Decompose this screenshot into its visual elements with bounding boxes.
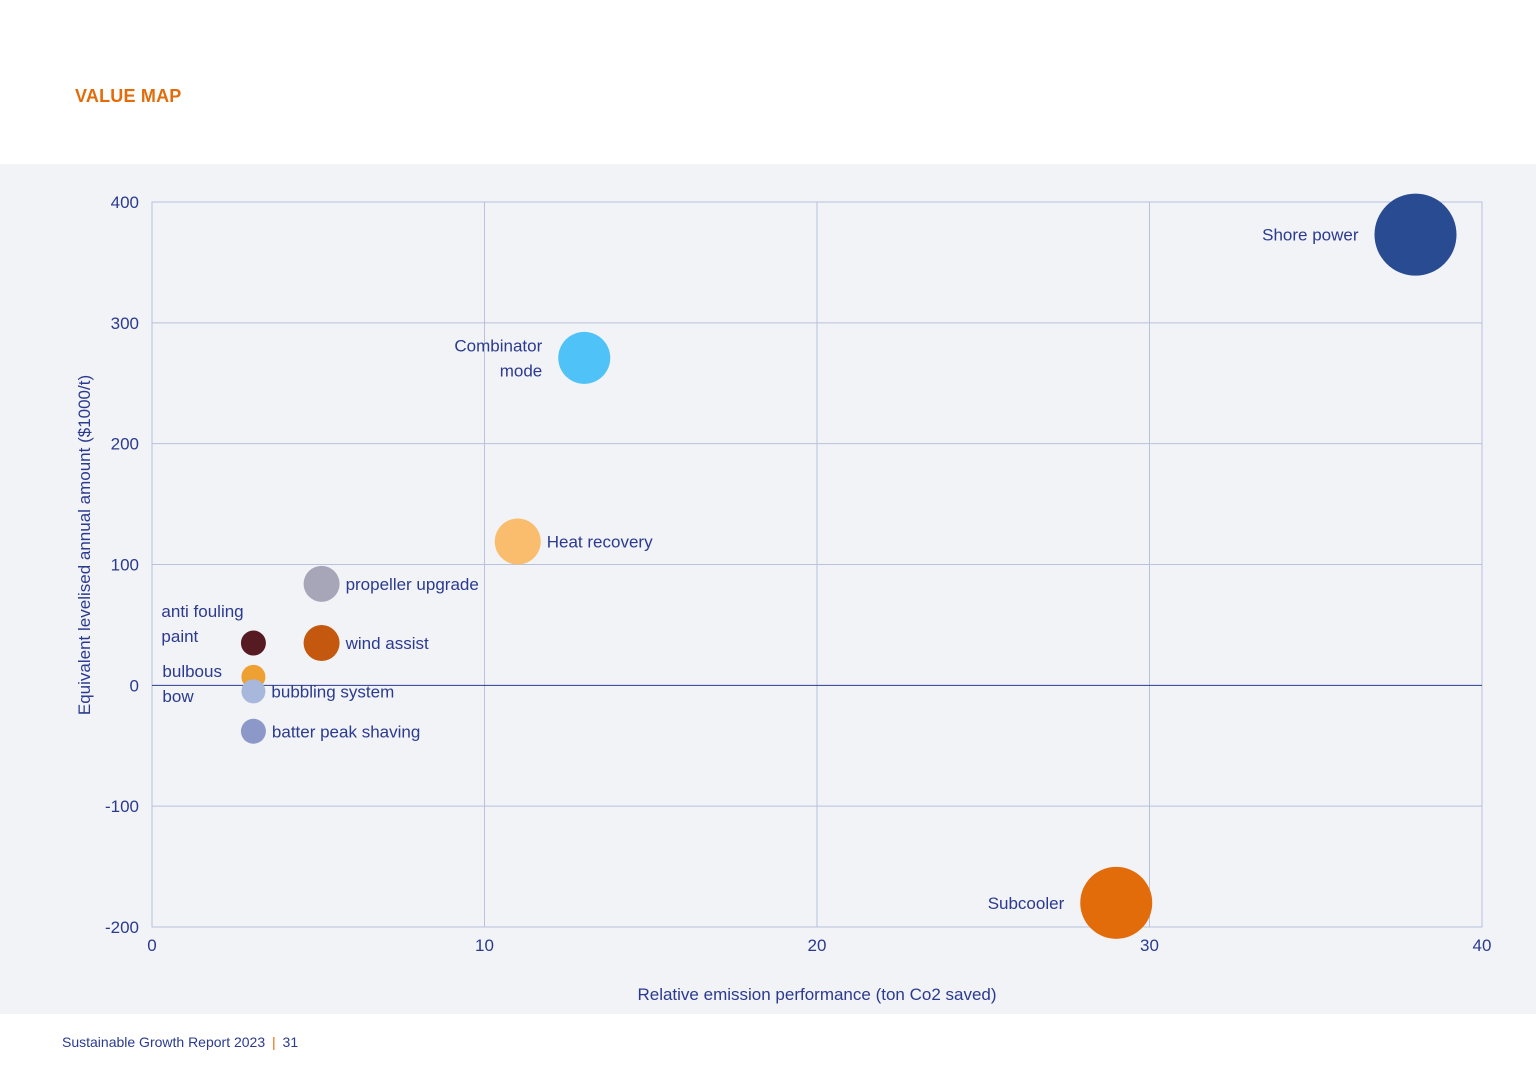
- bubble-anti-fouling-paint: [240, 630, 266, 656]
- footer: Sustainable Growth Report 2023 | 31: [62, 1034, 298, 1050]
- label-anti-fouling-paint: anti fouling paint: [161, 602, 243, 646]
- y-tick-label: -200: [105, 918, 139, 937]
- x-axis-title: Relative emission performance (ton Co2 s…: [637, 985, 996, 1004]
- chart-panel: [0, 164, 1536, 1014]
- label-shore-power: Shore power: [1262, 226, 1359, 245]
- x-tick-label: 20: [808, 936, 827, 955]
- label-propeller-upgrade: propeller upgrade: [346, 575, 479, 594]
- bubble-combinator-mode: [558, 331, 611, 384]
- y-axis-title: Equivalent levelised annual amount ($100…: [75, 375, 94, 715]
- label-heat-recovery: Heat recovery: [547, 533, 653, 552]
- y-tick-label: 200: [111, 435, 139, 454]
- chart-point-labels: Shore power Combinator mode Heat recovery pr…: [161, 226, 1358, 913]
- label-bubbling-system: bubbling system: [271, 682, 394, 701]
- footer-report-title: Sustainable Growth Report 2023: [62, 1034, 266, 1050]
- bubble-propeller-upgrade: [303, 565, 340, 602]
- bubble-heat-recovery: [494, 518, 541, 565]
- footer-page-number: 31: [282, 1034, 299, 1050]
- x-tick-label: 0: [147, 936, 156, 955]
- chart-gridlines: [151, 201, 1483, 928]
- page-heading: VALUE MAP: [75, 86, 182, 106]
- x-tick-label: 30: [1140, 936, 1159, 955]
- chart-tick-labels: 0 10 20 30 40 400 300 200 100 0 -100 -200: [105, 193, 1491, 955]
- chart-bubbles: [240, 193, 1457, 939]
- label-bulbous-bow: bulbous bow: [162, 662, 222, 706]
- bubble-subcooler: [1080, 866, 1153, 939]
- y-tick-label: 300: [111, 314, 139, 333]
- y-tick-label: -100: [105, 797, 139, 816]
- y-tick-label: 400: [111, 193, 139, 212]
- x-tick-label: 40: [1473, 936, 1492, 955]
- y-tick-label: 100: [111, 556, 139, 575]
- bubble-bubbling-system: [241, 679, 266, 704]
- bubble-batter-peak-shaving: [240, 718, 266, 744]
- label-combinator-mode: Combinator mode: [454, 336, 542, 380]
- label-wind-assist: wind assist: [345, 634, 429, 653]
- label-batter-peak-shaving: batter peak shaving: [272, 722, 420, 741]
- x-tick-label: 10: [475, 936, 494, 955]
- footer-separator: |: [272, 1034, 276, 1050]
- bubble-shore-power: [1374, 193, 1457, 276]
- y-tick-label: 0: [130, 676, 139, 695]
- label-subcooler: Subcooler: [988, 894, 1065, 913]
- bubble-wind-assist: [303, 625, 340, 662]
